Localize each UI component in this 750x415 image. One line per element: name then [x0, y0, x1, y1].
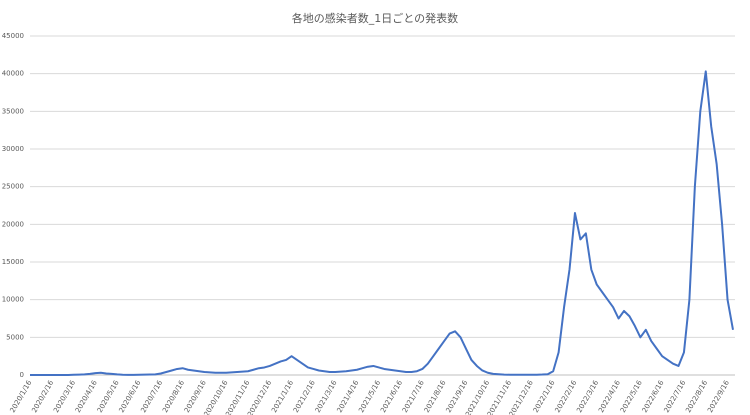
x-tick-label: 2022/5/16: [619, 379, 644, 415]
y-tick-label: 0: [20, 371, 24, 379]
y-tick-label: 20000: [2, 220, 24, 228]
y-tick-label: 40000: [2, 70, 24, 78]
x-tick-label: 2021/7/16: [401, 379, 426, 415]
y-tick-label: 25000: [2, 183, 24, 191]
x-tick-label: 2021/9/16: [445, 379, 470, 415]
x-tick-label: 2022/4/16: [597, 379, 622, 415]
x-tick-label: 2022/3/16: [575, 379, 600, 415]
x-tick-label: 2020/1/16: [9, 379, 34, 415]
x-tick-label: 2020/4/16: [74, 379, 99, 415]
chart-title: 各地の感染者数_1日ごとの発表数: [292, 11, 458, 25]
y-tick-label: 30000: [2, 145, 24, 153]
x-tick-label: 2022/6/16: [641, 379, 666, 415]
y-tick-label: 10000: [2, 296, 24, 304]
x-tick-label: 2020/7/16: [139, 379, 164, 415]
x-tick-label: 2020/6/16: [118, 379, 143, 415]
x-tick-label: 2020/2/16: [30, 379, 55, 415]
y-tick-label: 45000: [2, 32, 24, 40]
data-line: [30, 70, 734, 376]
x-tick-label: 2020/3/16: [52, 379, 77, 415]
x-tick-label: 2021/2/16: [292, 379, 317, 415]
x-tick-label: 2021/4/16: [336, 379, 361, 415]
x-tick-label: 2022/8/16: [684, 379, 709, 415]
x-tick-label: 2022/1/16: [532, 379, 557, 415]
x-tick-label: 2021/1/16: [270, 379, 295, 415]
y-tick-label: 5000: [6, 333, 24, 341]
x-tick-label: 2020/9/16: [183, 379, 208, 415]
x-tick-label: 2022/7/16: [663, 379, 688, 415]
x-tick-label: 2020/8/16: [161, 379, 186, 415]
x-tick-label: 2022/9/16: [706, 379, 731, 415]
x-tick-label: 2021/5/16: [357, 379, 382, 415]
y-tick-label: 15000: [2, 258, 24, 266]
x-tick-label: 2021/6/16: [379, 379, 404, 415]
x-tick-label: 2020/5/16: [96, 379, 121, 415]
x-tick-label: 2022/2/16: [554, 379, 579, 415]
x-tick-label: 2021/3/16: [314, 379, 339, 415]
x-tick-label: 2021/8/16: [423, 379, 448, 415]
y-tick-label: 35000: [2, 107, 24, 115]
